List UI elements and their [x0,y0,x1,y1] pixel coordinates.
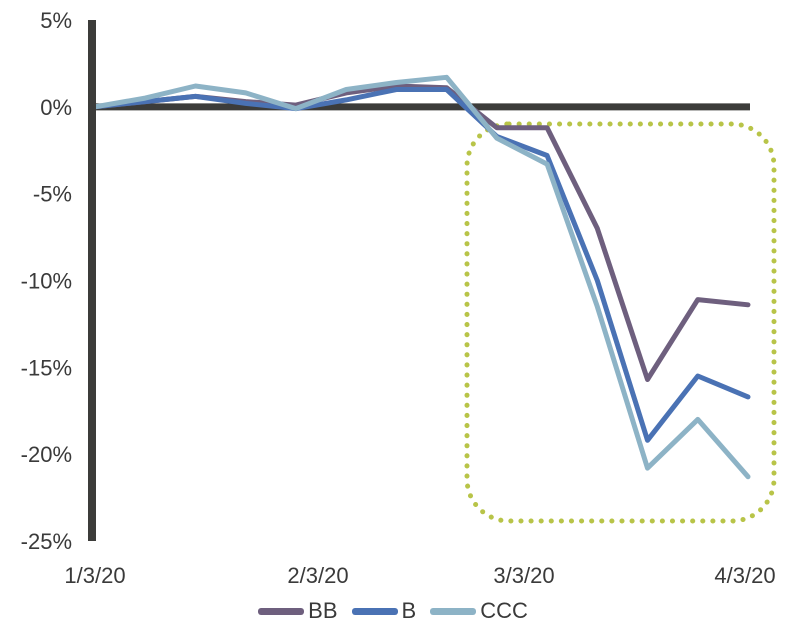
highlight-region [464,121,777,524]
legend-swatch [430,607,477,615]
series-line-bb [92,83,751,382]
x-tick-label: 1/3/20 [64,563,125,588]
legend-swatch [258,607,305,615]
legend: BB B CCC [0,598,786,624]
highlight-box [464,121,777,524]
x-tick-label: 4/3/20 [714,563,775,588]
x-tick-label: 3/3/20 [493,563,554,588]
legend-item-ccc: CCC [430,598,528,624]
y-tick-label: -15% [21,355,72,380]
legend-label: BB [308,598,338,623]
x-tick-label: 2/3/20 [287,563,348,588]
legend-swatch [351,607,398,615]
legend-label: CCC [480,598,528,623]
y-tick-label: -20% [21,442,72,467]
legend-label: B [401,598,417,623]
series-lines [92,74,751,480]
y-tick-label: 5% [40,8,72,33]
series-line-b [92,87,751,443]
legend-item-b: B [351,598,417,624]
x-tick-labels: 1/3/20 2/3/20 3/3/20 4/3/20 [64,563,775,588]
y-tick-label: -25% [21,529,72,554]
y-tick-labels: 5% 0% -5% -10% -15% -20% -25% [21,8,72,554]
y-tick-label: 0% [40,95,72,120]
y-tick-label: -10% [21,269,72,294]
legend-item-bb: BB [258,598,338,624]
y-tick-label: -5% [33,182,72,207]
series-line-ccc [92,74,751,480]
